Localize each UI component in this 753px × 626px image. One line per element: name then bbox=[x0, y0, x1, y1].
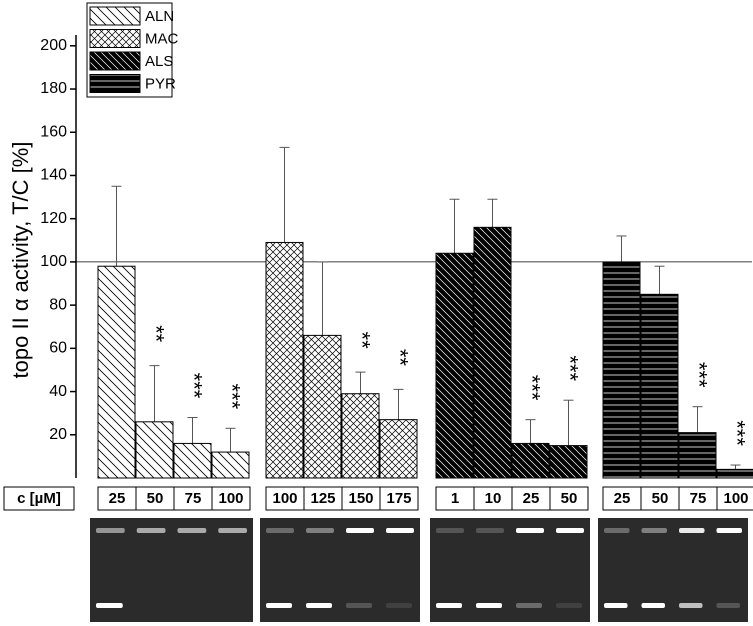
concentration-label: c [µM] bbox=[17, 490, 61, 507]
bar bbox=[511, 442, 550, 479]
bar bbox=[678, 432, 717, 479]
concentration-label: 25 bbox=[614, 490, 631, 507]
bar bbox=[549, 445, 588, 479]
bar bbox=[265, 241, 304, 479]
gel-top-band bbox=[641, 528, 667, 533]
bar bbox=[341, 393, 380, 479]
gel-top-band bbox=[346, 528, 374, 533]
bar bbox=[473, 226, 512, 479]
concentration-box bbox=[379, 486, 419, 511]
concentration-label: 50 bbox=[561, 490, 578, 507]
gel-bottom-band bbox=[679, 603, 703, 608]
legend-label: ALS bbox=[145, 53, 173, 70]
bar bbox=[602, 261, 641, 479]
concentration-label: 100 bbox=[723, 490, 748, 507]
gel-top-band bbox=[516, 528, 544, 533]
bar bbox=[135, 421, 174, 479]
concentration-label: 75 bbox=[690, 490, 707, 507]
gel-bottom-band bbox=[516, 603, 542, 608]
legend-label: MAC bbox=[145, 30, 179, 47]
concentration-label: 100 bbox=[218, 490, 243, 507]
gel-bottom-band bbox=[476, 603, 502, 608]
gel-top-band bbox=[716, 528, 742, 533]
bar bbox=[173, 442, 212, 479]
y-tick-label: 20 bbox=[49, 426, 67, 443]
gel-bottom-band bbox=[436, 603, 462, 608]
significance-stars: *** bbox=[558, 355, 583, 381]
significance-stars: ** bbox=[388, 349, 413, 367]
bar bbox=[435, 252, 474, 479]
concentration-box bbox=[716, 486, 753, 511]
legend: ALN MAC ALS PYR bbox=[86, 2, 179, 98]
gel-bottom-band bbox=[96, 603, 123, 608]
bar bbox=[379, 419, 418, 479]
y-tick-label: 40 bbox=[49, 383, 67, 400]
y-tick-label: 60 bbox=[49, 340, 67, 357]
gel-bottom-band bbox=[716, 603, 740, 608]
legend-swatch bbox=[89, 6, 141, 26]
concentration-label: 100 bbox=[272, 490, 297, 507]
y-axis-label: topo II α activity, T/C [%] bbox=[8, 142, 33, 379]
y-tick-label: 80 bbox=[49, 296, 67, 313]
concentration-label: 25 bbox=[109, 490, 126, 507]
concentration-label: 50 bbox=[147, 490, 164, 507]
gel-top-band bbox=[679, 528, 705, 533]
y-tick-label: 120 bbox=[40, 210, 67, 227]
bar bbox=[97, 265, 136, 479]
concentration-label: 10 bbox=[485, 490, 502, 507]
y-tick-label: 100 bbox=[40, 253, 67, 270]
gel-top-band bbox=[436, 528, 464, 533]
gel-bottom-band bbox=[386, 603, 412, 608]
gel-top-band bbox=[136, 528, 166, 533]
gel-top-band bbox=[476, 528, 504, 533]
legend-label: PYR bbox=[145, 75, 176, 92]
gel-bottom-band bbox=[556, 603, 582, 608]
concentration-label: 175 bbox=[386, 490, 411, 507]
significance-stars: *** bbox=[725, 420, 750, 446]
significance-stars: *** bbox=[520, 375, 545, 401]
gel-top-band bbox=[96, 528, 125, 533]
significance-stars: *** bbox=[182, 373, 207, 399]
significance-stars: ** bbox=[350, 332, 375, 350]
bar bbox=[716, 468, 753, 479]
gel-bottom-band bbox=[266, 603, 292, 608]
significance-stars: *** bbox=[687, 362, 712, 388]
gel-bottom-band bbox=[604, 603, 628, 608]
concentration-label: 50 bbox=[652, 490, 669, 507]
gel-top-band bbox=[306, 528, 334, 533]
gel-top-band bbox=[556, 528, 584, 533]
concentration-label: 1 bbox=[451, 490, 459, 507]
y-tick-label: 180 bbox=[40, 80, 67, 97]
legend-swatch bbox=[89, 29, 141, 48]
gel-top-band bbox=[604, 528, 630, 533]
y-tick-label: 160 bbox=[40, 123, 67, 140]
gel-top-band bbox=[177, 528, 207, 533]
concentration-label-box bbox=[3, 486, 75, 511]
bar bbox=[211, 451, 250, 479]
gel-images bbox=[90, 518, 748, 622]
y-tick-label: 200 bbox=[40, 37, 67, 54]
gel-bottom-band bbox=[346, 603, 372, 608]
bar bbox=[303, 334, 342, 479]
concentration-box bbox=[549, 486, 589, 511]
concentration-label: 125 bbox=[310, 490, 335, 507]
bar bbox=[640, 293, 679, 479]
legend-swatch bbox=[89, 74, 141, 93]
concentration-label: 25 bbox=[523, 490, 540, 507]
concentration-box bbox=[211, 486, 251, 511]
significance-stars: ** bbox=[144, 325, 169, 343]
concentration-label: 150 bbox=[348, 490, 373, 507]
legend-label: ALN bbox=[145, 8, 174, 25]
significance-stars: *** bbox=[220, 383, 245, 409]
concentration-label: 75 bbox=[185, 490, 202, 507]
y-tick-label: 140 bbox=[40, 167, 67, 184]
gel-top-band bbox=[218, 528, 247, 533]
gel-bottom-band bbox=[306, 603, 332, 608]
gel-top-band bbox=[266, 528, 294, 533]
gel-bottom-band bbox=[641, 603, 665, 608]
gel-top-band bbox=[386, 528, 414, 533]
legend-swatch bbox=[89, 51, 141, 71]
